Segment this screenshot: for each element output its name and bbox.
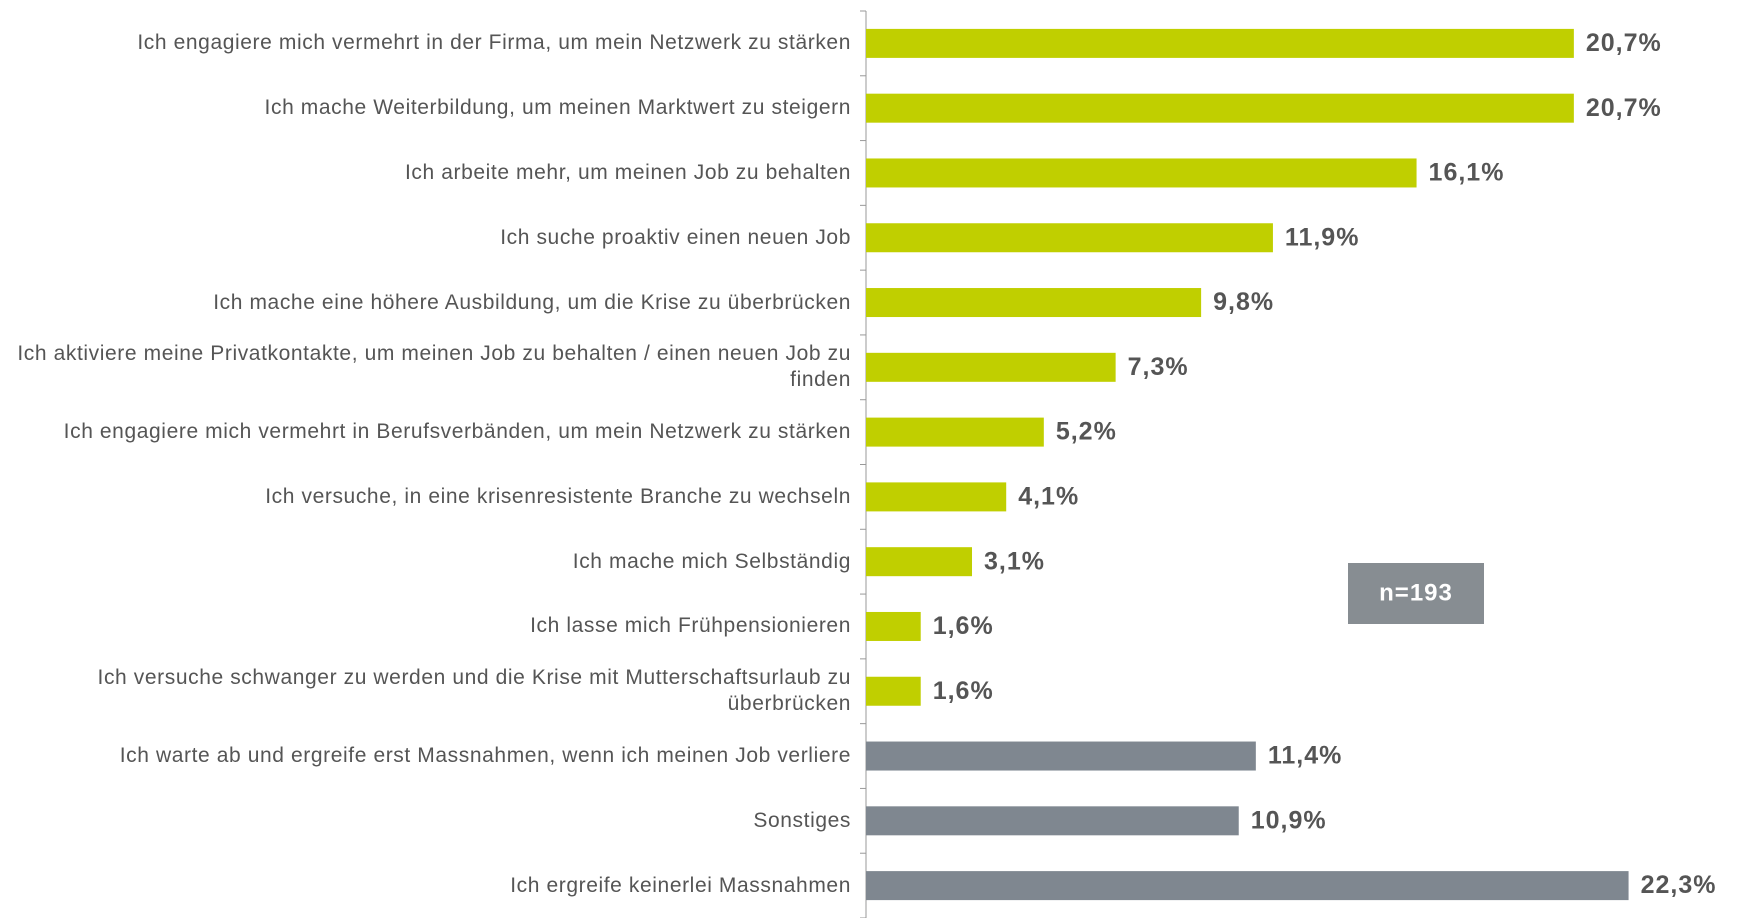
category-label: Ich lasse mich Frühpensionieren bbox=[530, 614, 851, 638]
value-label: 7,3% bbox=[1128, 353, 1189, 381]
value-label: 11,4% bbox=[1268, 742, 1343, 770]
bar bbox=[866, 871, 1629, 901]
category-label: Ich warte ab und ergreife erst Massnahme… bbox=[119, 744, 851, 768]
bar bbox=[866, 417, 1044, 447]
value-label: 10,9% bbox=[1251, 806, 1327, 834]
bar bbox=[866, 93, 1574, 123]
category-label: Ich mache Weiterbildung, um meinen Markt… bbox=[264, 96, 851, 120]
value-label: 11,9% bbox=[1285, 223, 1360, 251]
category-label: Ich engagiere mich vermehrt in der Firma… bbox=[137, 31, 851, 55]
value-label: 1,6% bbox=[933, 677, 994, 705]
category-label: Ich versuche schwanger zu werden und die… bbox=[97, 666, 851, 716]
value-label: 3,1% bbox=[984, 547, 1045, 575]
value-label: 20,7% bbox=[1586, 29, 1662, 57]
value-label: 5,2% bbox=[1056, 418, 1117, 446]
category-label: Ich versuche, in eine krisenresistente B… bbox=[265, 484, 851, 508]
category-label: Ich mache eine höhere Ausbildung, um die… bbox=[213, 290, 851, 314]
bar bbox=[866, 158, 1417, 188]
bar bbox=[866, 676, 921, 706]
annotation: n=193 bbox=[1379, 579, 1453, 606]
value-label: 4,1% bbox=[1018, 483, 1079, 511]
category-label: Ich ergreife keinerlei Massnahmen bbox=[510, 873, 851, 897]
bar bbox=[866, 223, 1273, 253]
bar bbox=[866, 482, 1007, 512]
bar bbox=[866, 611, 921, 641]
bar bbox=[866, 547, 973, 577]
value-label: 1,6% bbox=[933, 612, 994, 640]
bar bbox=[866, 288, 1202, 318]
category-label: Ich mache mich Selbständig bbox=[572, 549, 851, 573]
category-label: Ich arbeite mehr, um meinen Job zu behal… bbox=[404, 160, 851, 184]
value-label: 9,8% bbox=[1213, 288, 1274, 316]
value-label: 16,1% bbox=[1429, 159, 1505, 187]
value-label: 20,7% bbox=[1586, 94, 1662, 122]
category-label: Ich suche proaktiv einen neuen Job bbox=[500, 225, 851, 249]
bar bbox=[866, 28, 1574, 58]
category-label: Ich engagiere mich vermehrt in Berufsver… bbox=[63, 420, 851, 444]
bar bbox=[866, 741, 1256, 771]
annotation-box bbox=[1348, 563, 1484, 624]
value-label: 22,3% bbox=[1641, 871, 1717, 899]
bar bbox=[866, 352, 1116, 382]
category-label: Sonstiges bbox=[753, 808, 851, 832]
bar bbox=[866, 806, 1239, 836]
category-label: Ich aktiviere meine Privatkontakte, um m… bbox=[17, 342, 851, 392]
